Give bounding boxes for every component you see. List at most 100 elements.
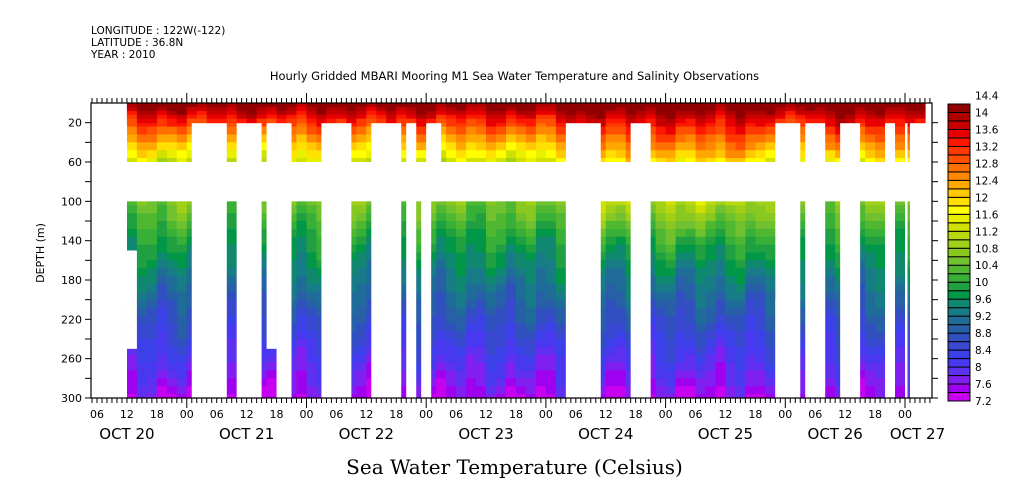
heatmap-cell [705, 252, 717, 261]
heatmap-cell [456, 197, 467, 206]
heatmap-cell [605, 323, 617, 332]
heatmap-cell [306, 283, 318, 293]
heatmap-cell [555, 244, 567, 254]
heatmap-cell [715, 346, 727, 356]
heatmap-cell [525, 150, 537, 159]
heatmap-cell [226, 378, 238, 387]
heatmap-cell [306, 134, 318, 143]
colorbar-swatch [947, 273, 971, 283]
heatmap-cell [895, 362, 906, 372]
heatmap-cell [855, 394, 866, 399]
heatmap-cell [346, 315, 357, 324]
heatmap-cell [256, 354, 268, 364]
heatmap-cell [695, 110, 707, 116]
heatmap-cell [476, 150, 487, 159]
heatmap-cell [695, 339, 707, 348]
heatmap-cell [555, 110, 567, 116]
heatmap-cell [306, 197, 318, 206]
heatmap-cell [755, 142, 766, 151]
heatmap-cell [655, 370, 667, 379]
heatmap-cell [735, 106, 746, 112]
heatmap-cell [336, 106, 347, 112]
heatmap-cell [895, 236, 906, 246]
heatmap-cell [695, 291, 707, 301]
heatmap-cell [865, 268, 876, 277]
heatmap-cell [865, 307, 876, 316]
heatmap-cell [535, 126, 547, 136]
heatmap-cell [456, 386, 467, 395]
heatmap-cell [525, 106, 537, 112]
heatmap-cell [845, 103, 856, 108]
heatmap-cell [426, 213, 437, 222]
heatmap-cell [645, 268, 657, 277]
heatmap-cell [705, 323, 717, 332]
heatmap-cell [645, 339, 657, 348]
heatmap-cell [615, 268, 627, 277]
heatmap-cell [356, 236, 367, 246]
heatmap-cell [296, 118, 308, 124]
heatmap-cell [555, 205, 567, 214]
heatmap-cell [745, 299, 756, 309]
heatmap-cell [446, 362, 457, 372]
heatmap-cell [715, 228, 727, 238]
heatmap-cell [346, 126, 357, 136]
heatmap-cell [486, 331, 497, 340]
heatmap-cell [426, 362, 437, 372]
heatmap-cell [286, 362, 298, 372]
heatmap-cell [306, 244, 318, 254]
heatmap-cell [705, 299, 717, 309]
heatmap-cell [456, 346, 467, 356]
heatmap-cell [136, 315, 148, 324]
heatmap-cell [825, 386, 836, 395]
heatmap-cell [675, 283, 687, 293]
heatmap-cell [795, 134, 806, 143]
heatmap-cell [875, 362, 886, 372]
heatmap-cell [605, 197, 617, 206]
heatmap-cell [625, 114, 637, 120]
heatmap-cell [346, 323, 357, 332]
heatmap-cell [456, 110, 467, 116]
heatmap-cell [286, 394, 298, 399]
heatmap-cell [126, 142, 138, 151]
heatmap-cell [446, 221, 457, 230]
heatmap-cell [615, 197, 627, 206]
colorbar-tick-label: 13.2 [975, 141, 998, 153]
heatmap-cell [286, 150, 298, 159]
heatmap-cell [146, 205, 158, 214]
heatmap-cell [655, 244, 667, 254]
heatmap-cell [136, 268, 148, 277]
heatmap-cell [496, 134, 507, 143]
heatmap-cell [735, 213, 746, 222]
colorbar-swatch [947, 383, 971, 394]
heatmap-cell [156, 315, 168, 324]
heatmap-cell [725, 244, 736, 254]
heatmap-cell [296, 213, 308, 222]
heatmap-cell [535, 276, 547, 285]
heatmap-cell [176, 370, 188, 379]
missing-data-block [630, 122, 651, 399]
heatmap-cell [486, 268, 497, 277]
heatmap-cell [695, 150, 707, 159]
heatmap-cell [196, 103, 208, 108]
heatmap-cell [655, 213, 667, 222]
heatmap-cell [346, 114, 357, 120]
heatmap-cell [835, 118, 846, 124]
heatmap-cell [695, 276, 707, 285]
heatmap-cell [695, 315, 707, 324]
heatmap-cell [765, 142, 776, 151]
heatmap-cell [545, 213, 557, 222]
heatmap-cell [396, 378, 407, 387]
heatmap-cell [136, 103, 148, 108]
chart-title: Hourly Gridded MBARI Mooring M1 Sea Wate… [269, 69, 760, 83]
heatmap-cell [506, 331, 517, 340]
heatmap-cell [685, 260, 697, 269]
heatmap-cell [226, 260, 238, 269]
heatmap-cell [875, 276, 886, 285]
heatmap-cell [795, 213, 806, 222]
heatmap-cell [396, 110, 407, 116]
heatmap-cell [226, 110, 238, 116]
heatmap-cell [146, 370, 158, 379]
heatmap-cell [136, 221, 148, 230]
heatmap-cell [795, 110, 806, 116]
heatmap-cell [426, 299, 437, 309]
